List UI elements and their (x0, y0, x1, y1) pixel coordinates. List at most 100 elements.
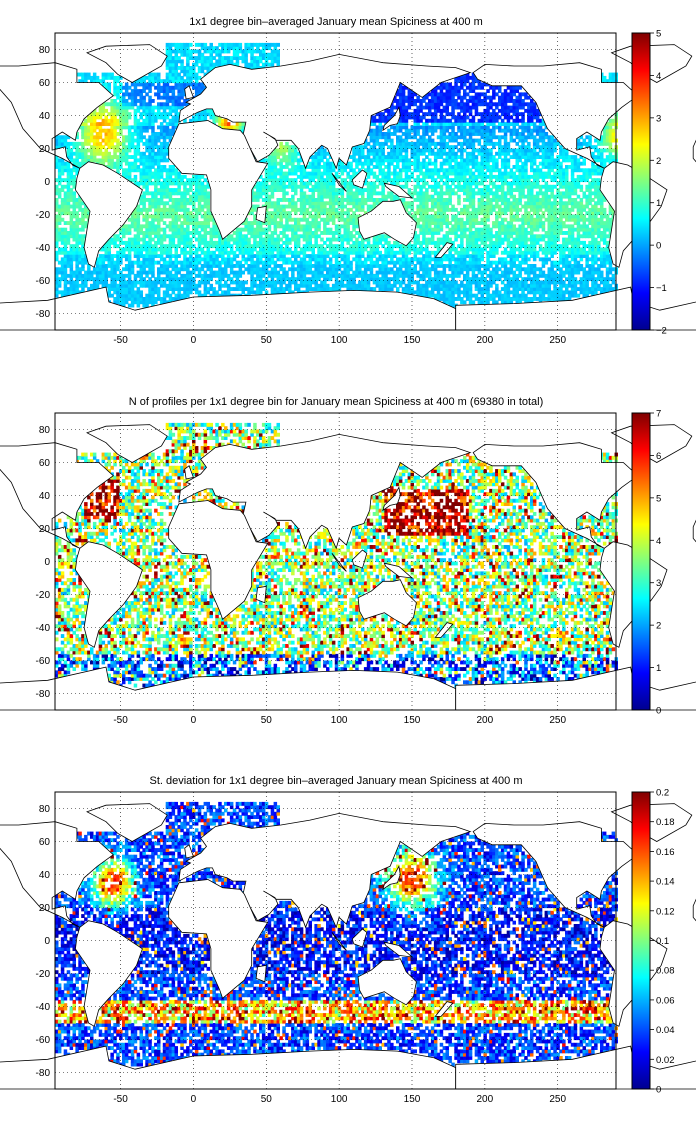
data-cell (299, 264, 304, 268)
data-cell (594, 283, 598, 288)
data-cell (512, 297, 516, 301)
data-cell (69, 273, 74, 278)
data-cell (556, 277, 560, 282)
data-cell (63, 184, 68, 189)
data-cell (594, 267, 598, 272)
data-cell (90, 270, 94, 275)
data-cell (597, 270, 601, 275)
data-cell (259, 273, 263, 278)
data-cell (337, 273, 342, 278)
data-cell (127, 293, 132, 298)
data-cell (474, 297, 479, 301)
data-cell (317, 287, 321, 291)
data-cell (433, 297, 438, 301)
data-cell (308, 277, 312, 282)
data-cell (553, 184, 557, 189)
data-cell (320, 287, 324, 291)
data-cell (279, 264, 283, 268)
data-cell (407, 287, 412, 291)
data-layer (55, 42, 618, 308)
data-cell (442, 300, 447, 305)
data-cell (127, 303, 132, 308)
data-cell (588, 264, 592, 268)
data-cell (221, 267, 225, 272)
data-cell (530, 283, 534, 288)
data-cell (442, 270, 447, 275)
data-cell (428, 290, 432, 295)
data-cell (299, 270, 304, 275)
data-cell (401, 280, 406, 285)
data-cell (535, 287, 540, 291)
data-cell (317, 267, 321, 272)
data-cell (430, 283, 435, 288)
data-cell (416, 270, 420, 275)
data-cell (212, 287, 216, 291)
data-cell (454, 297, 458, 301)
data-cell (291, 290, 295, 295)
data-cell (407, 267, 412, 272)
data-cell (361, 270, 365, 275)
data-cell (55, 273, 59, 278)
data-cell (565, 264, 569, 268)
data-cell (349, 207, 353, 212)
data-cell (206, 277, 210, 282)
data-cell (532, 287, 537, 291)
data-cell (454, 283, 458, 288)
data-cell (124, 273, 129, 278)
data-cell (197, 267, 202, 272)
data-cell (565, 297, 569, 301)
data-cell (503, 300, 508, 305)
data-cell (393, 280, 397, 285)
data-cell (611, 273, 616, 278)
data-cell (570, 290, 575, 295)
data-cell (422, 264, 426, 268)
data-cell (273, 267, 278, 272)
data-cell (518, 300, 522, 305)
data-cell (515, 277, 519, 282)
data-cell (352, 277, 356, 282)
data-cell (430, 214, 435, 219)
data-cell (375, 280, 380, 285)
data-cell (136, 260, 141, 265)
data-cell (570, 273, 575, 278)
data-cell (168, 273, 173, 278)
data-cell (419, 293, 423, 298)
data-cell (235, 277, 240, 282)
data-cell (224, 290, 228, 295)
data-cell (209, 270, 213, 275)
data-cell (355, 267, 359, 272)
data-cell (81, 260, 85, 265)
data-cell (241, 290, 245, 295)
data-cell (256, 283, 260, 288)
data-cell (492, 273, 496, 278)
data-cell (480, 297, 484, 301)
data-cell (445, 283, 449, 288)
data-cell (130, 270, 135, 275)
data-cell (492, 260, 496, 265)
data-cell (454, 270, 458, 275)
data-cell (355, 264, 359, 268)
data-cell (521, 293, 525, 298)
data-cell (492, 221, 496, 225)
data-cell (113, 290, 117, 295)
data-cell (506, 267, 511, 272)
data-cell (445, 293, 449, 298)
data-cell (477, 300, 482, 305)
data-cell (72, 270, 76, 275)
data-cell (57, 290, 62, 295)
data-cell (98, 264, 103, 268)
data-cell (404, 273, 409, 278)
data-cell (363, 287, 368, 291)
data-cell (168, 293, 173, 298)
data-cell (69, 277, 74, 282)
data-cell (57, 280, 62, 285)
data-cell (503, 277, 508, 282)
data-cell (261, 267, 266, 272)
data-cell (361, 273, 365, 278)
data-cell (396, 277, 400, 282)
data-cell (591, 273, 595, 278)
data-cell (194, 264, 199, 268)
data-cell (55, 277, 59, 282)
data-cell (276, 290, 280, 295)
data-cell (159, 264, 164, 268)
